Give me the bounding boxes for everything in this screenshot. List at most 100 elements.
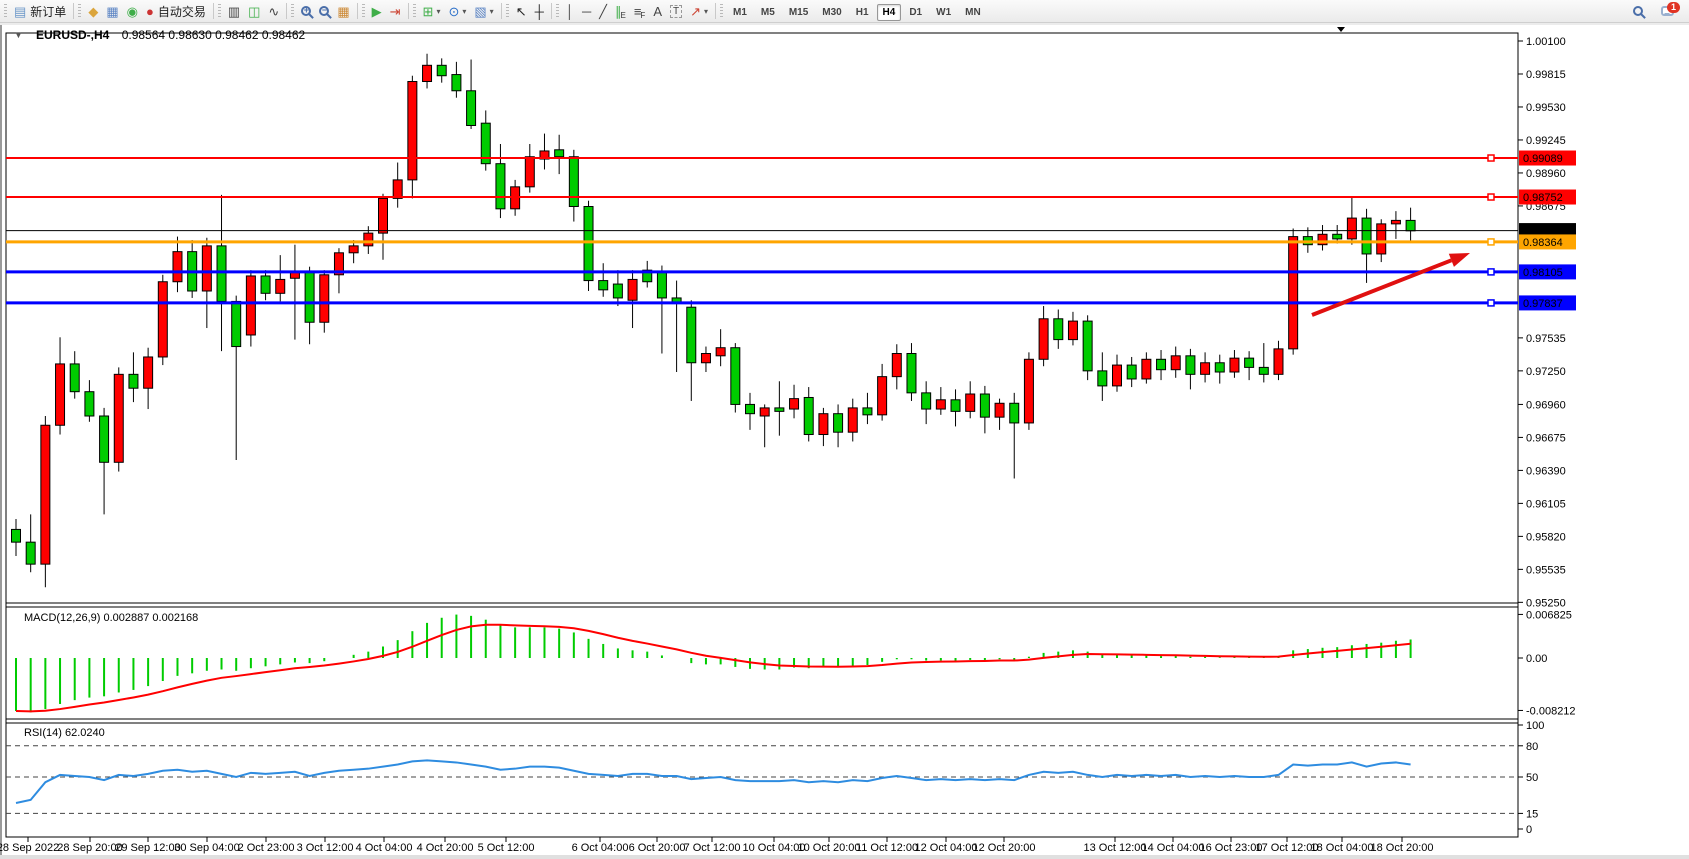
bull-candle — [1229, 357, 1240, 373]
timeframe-w1-button[interactable]: W1 — [936, 7, 952, 18]
trend-arrow-shaft[interactable] — [1311, 258, 1453, 317]
market-icon: ▦ — [106, 3, 119, 19]
horizontal-line-button[interactable]: ─ — [578, 2, 595, 21]
period-button[interactable]: ⊙ ▾ — [444, 2, 470, 21]
tile-windows-button[interactable]: ▦ — [333, 2, 353, 21]
time-tick-label: 5 Oct 12:00 — [478, 842, 535, 854]
bull-candle — [1376, 223, 1387, 255]
bear-candle — [1258, 366, 1269, 375]
channel-button[interactable]: ∥ E — [614, 3, 626, 20]
autotrading-button[interactable]: ● 自动交易 — [142, 2, 210, 21]
time-tick-label: 13 Oct 12:00 — [1084, 842, 1147, 854]
dropdown-caret-icon[interactable]: ▾ — [704, 6, 709, 16]
text-button[interactable]: A — [649, 2, 666, 21]
time-tick-label: 17 Oct 12:00 — [1256, 842, 1319, 854]
text-label-button[interactable]: T — [666, 2, 686, 21]
time-tick-label: 4 Oct 04:00 — [356, 842, 413, 854]
bull-candle — [245, 275, 256, 336]
timeframe-m5-button[interactable]: M5 — [760, 7, 775, 18]
line-chart-icon: ∿ — [268, 3, 280, 19]
support-line-2-price-badge — [1519, 295, 1576, 311]
candlestick-chart-icon: ◫ — [248, 3, 261, 19]
price-tick-label: 0.99530 — [1526, 102, 1566, 114]
bull-candle — [40, 424, 51, 565]
cursor-icon: ↖ — [515, 3, 527, 19]
time-tick-label: 28 Sep 20:00 — [57, 842, 122, 854]
rsi-axis-label: 100 — [1526, 720, 1544, 732]
bull-candle — [715, 347, 726, 357]
trend-arrow-head[interactable] — [1448, 253, 1470, 267]
dropdown-caret-icon[interactable]: ▾ — [462, 6, 467, 16]
chart-canvas[interactable]: 1.001000.998150.995300.992450.989600.986… — [0, 25, 1689, 859]
bear-candle — [1244, 357, 1255, 368]
bear-candle — [642, 269, 653, 283]
template-button[interactable]: ▧ ▾ — [470, 2, 497, 21]
package-button[interactable]: ◆ — [84, 2, 102, 21]
pivot-line-price-badge — [1519, 234, 1576, 250]
bar-chart-button[interactable]: ▥ — [224, 2, 244, 21]
bull-candle — [1390, 219, 1401, 225]
bear-candle — [686, 306, 697, 364]
bear-candle — [656, 271, 667, 299]
support-line-1-handle[interactable] — [1487, 268, 1495, 276]
resistance-line-2-handle[interactable] — [1487, 193, 1495, 201]
auto-scroll-button[interactable]: ▶ — [368, 2, 386, 21]
timeframe-m30-button[interactable]: M30 — [822, 7, 842, 18]
toolbar-group-grip — [291, 3, 295, 19]
timeframe-d1-button[interactable]: D1 — [909, 7, 923, 18]
dropdown-caret-icon[interactable]: ▾ — [436, 6, 441, 16]
pivot-line-handle[interactable] — [1487, 238, 1495, 246]
bear-candle — [69, 363, 80, 393]
vertical-line-button[interactable]: │ — [562, 2, 578, 21]
bear-candle — [745, 403, 755, 415]
fibonacci-button[interactable]: ≡ F — [633, 3, 646, 20]
one-click-trading-toggle-icon[interactable]: ▼ — [14, 30, 23, 40]
zoom-out-button[interactable]: − — [315, 2, 333, 21]
bear-candle — [554, 149, 565, 158]
new-order-label: 新订单 — [30, 4, 67, 19]
timeframe-h1-button[interactable]: H1 — [855, 7, 869, 18]
line-chart-button[interactable]: ∿ — [264, 2, 283, 21]
timeframe-mn-button[interactable]: MN — [965, 7, 981, 18]
bear-candle — [1126, 364, 1137, 380]
toolbar-group-grip — [78, 3, 82, 19]
time-tick-label: 6 Oct 20:00 — [629, 842, 686, 854]
chart-shift-button[interactable]: ⇥ — [386, 2, 405, 21]
resistance-line-2-price-badge-label: 0.98752 — [1523, 192, 1563, 204]
window-left-edge — [0, 25, 2, 855]
notifications-button[interactable]: 1 — [1657, 2, 1680, 21]
arrows-button[interactable]: ↗ ▾ — [686, 2, 712, 21]
bull-candle — [965, 393, 976, 412]
signals-button[interactable]: ◉ — [123, 2, 142, 21]
timeframe-m1-button[interactable]: M1 — [733, 7, 747, 18]
new-chart-button[interactable]: ⊞ ▾ — [419, 2, 445, 21]
timeframe-m15-button[interactable]: M15 — [788, 7, 809, 18]
trend-arrow[interactable] — [1311, 253, 1470, 317]
zoom-in-icon: + — [301, 5, 312, 16]
trendline-button[interactable]: ╱ — [595, 2, 611, 21]
price-tick-label: 0.96390 — [1526, 465, 1566, 477]
price-tick-label: 0.97250 — [1526, 366, 1566, 378]
candlestick-chart-button[interactable]: ◫ — [244, 2, 264, 21]
support-line-2-handle[interactable] — [1487, 299, 1495, 307]
timeframe-h4-button[interactable]: H4 — [876, 4, 902, 21]
bear-candle — [730, 347, 741, 405]
price-axis[interactable]: 1.001000.998150.995300.992450.989600.986… — [1518, 36, 1576, 609]
new-order-button[interactable]: ▤ 新订单 — [10, 2, 70, 21]
crosshair-button[interactable]: ┼ — [531, 2, 548, 21]
resistance-line-1-handle[interactable] — [1487, 154, 1495, 162]
timeframe-group: M1 M5 M15 M30 H1 H4 D1 W1 MN — [726, 2, 988, 21]
search-button[interactable] — [1629, 2, 1647, 21]
bull-candle — [994, 402, 1005, 418]
bear-candle — [436, 64, 447, 77]
zoom-in-button[interactable]: + — [297, 2, 315, 21]
new-chart-icon: ⊞ — [422, 3, 434, 19]
cursor-button[interactable]: ↖ — [512, 2, 531, 21]
market-button[interactable]: ▦ — [102, 2, 122, 21]
price-tick-label: 0.96105 — [1526, 498, 1566, 510]
bull-candle — [1038, 318, 1049, 360]
chart-shift-marker[interactable] — [1337, 27, 1345, 32]
price-tick-label: 0.96675 — [1526, 432, 1566, 444]
dropdown-caret-icon[interactable]: ▾ — [489, 6, 494, 16]
